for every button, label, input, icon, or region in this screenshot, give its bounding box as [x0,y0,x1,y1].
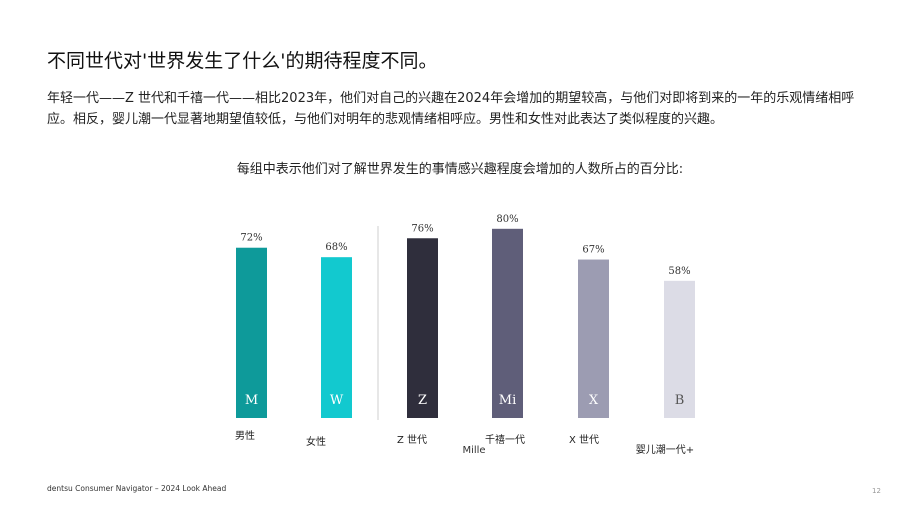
category-label-4: X 世代 [569,434,599,446]
slide-body-text: 年轻一代——Z 世代和千禧一代——相比2023年，他们对自己的兴趣在2024年会… [47,91,855,127]
stray-label-mille: Mille [462,445,485,456]
bar-2 [407,238,438,418]
bar-letter-3: Mi [499,393,516,408]
data-label-3: 80% [496,214,518,225]
category-label-3: 千禧一代 [485,433,525,446]
bar-0 [236,247,267,418]
bar-5 [664,280,695,418]
page-number: 12 [872,487,881,495]
data-label-0: 72% [240,233,262,244]
data-label-4: 67% [582,245,604,256]
bar-letter-5: B [675,393,685,408]
category-label-0: 男性 [235,429,255,442]
bar-1 [321,257,352,418]
data-label-1: 68% [325,242,347,253]
bar-letter-1: W [330,393,344,408]
bar-letter-2: Z [418,393,427,408]
data-label-5: 58% [668,266,690,277]
bar-letter-0: M [245,393,258,408]
bar-letter-4: X [589,393,599,408]
chart-caption: 每组中表示他们对了解世界发生的事情感兴趣程度会增加的人数所占的百分比: [236,162,684,177]
bar-4 [578,259,609,418]
bar-3 [492,228,523,418]
footer-text: dentsu Consumer Navigator – 2024 Look Ah… [47,484,227,493]
category-label-5: 婴儿潮一代+ [636,443,694,456]
category-label-2: Z 世代 [397,434,427,446]
slide-title: 不同世代对'世界发生了什么'的期待程度不同。 [47,50,438,72]
category-label-1: 女性 [306,435,326,448]
data-label-2: 76% [411,223,433,234]
